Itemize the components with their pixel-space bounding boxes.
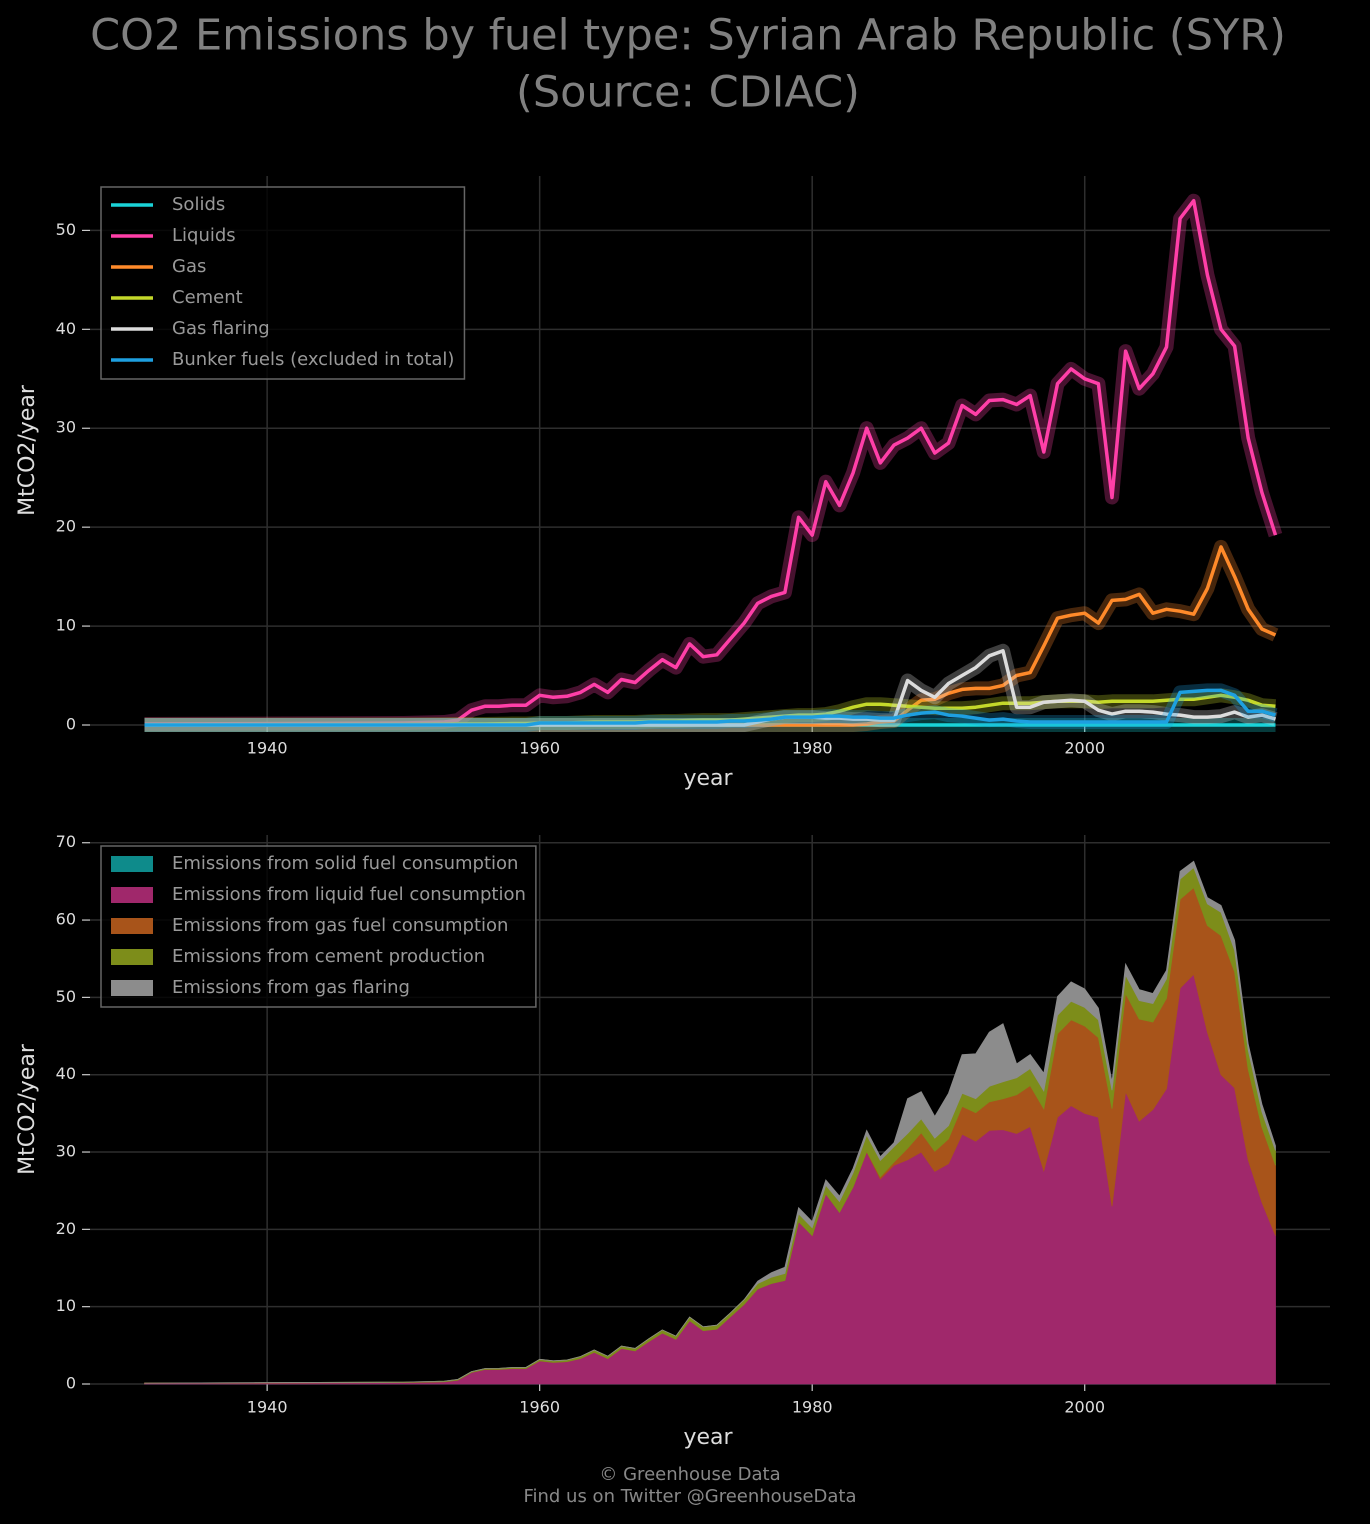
- legend-label: Solids: [172, 194, 225, 215]
- y-tick-label: 30: [56, 418, 76, 437]
- legend-label: Gas flaring: [172, 318, 270, 339]
- x-tick-label: 1960: [519, 1398, 560, 1417]
- legend-label: Emissions from solid fuel consumption: [172, 853, 518, 874]
- y-tick-label: 60: [56, 910, 76, 929]
- title: CO2 Emissions by fuel type: Syrian Arab …: [90, 11, 1286, 61]
- y-tick-label: 40: [56, 1064, 76, 1083]
- y-tick-label: 0: [66, 1374, 76, 1393]
- legend-label: Bunker fuels (excluded in total): [172, 349, 454, 370]
- x-tick-label: 1980: [792, 1398, 833, 1417]
- y-tick-label: 50: [56, 220, 76, 239]
- footer: Find us on Twitter @GreenhouseData: [523, 1486, 856, 1507]
- legend-label: Emissions from gas fuel consumption: [172, 915, 508, 936]
- x-tick-label: 1940: [247, 739, 288, 758]
- y-tick-label: 10: [56, 616, 76, 635]
- footer: © Greenhouse Data: [599, 1464, 780, 1485]
- legend-swatch: [111, 918, 153, 934]
- y-tick-label: 10: [56, 1296, 76, 1315]
- x-tick-label: 2000: [1064, 739, 1105, 758]
- x-axis-label: year: [683, 766, 733, 791]
- y-tick-label: 0: [66, 715, 76, 734]
- y-tick-label: 50: [56, 987, 76, 1006]
- y-tick-label: 20: [56, 517, 76, 536]
- line: [144, 688, 1276, 727]
- legend-swatch: [111, 856, 153, 872]
- legend-swatch: [111, 949, 153, 965]
- legend-frame: [100, 845, 537, 1008]
- legend-label: Liquids: [172, 225, 236, 246]
- x-tick-label: 1980: [792, 739, 833, 758]
- legend-label: Gas: [172, 256, 206, 277]
- legend-swatch: [111, 887, 153, 903]
- legend: Emissions from solid fuel consumption Emi…: [100, 845, 537, 1008]
- x-tick-label: 2000: [1064, 1398, 1105, 1417]
- y-axis-label: MtCO2/year: [15, 1043, 40, 1175]
- y-tick-label: 20: [56, 1219, 76, 1238]
- line: [144, 649, 1276, 727]
- legend-label: Emissions from gas flaring: [172, 977, 410, 998]
- area: [144, 860, 1276, 1384]
- axes: 0 10 20 30 40 50 1940 1960 1980 2000 year MtCO2/yea…: [15, 176, 1330, 791]
- line: [144, 198, 1278, 726]
- y-tick-label: 30: [56, 1142, 76, 1161]
- subtitle: (Source: CDIAC): [516, 68, 860, 118]
- x-tick-label: 1940: [247, 1398, 288, 1417]
- legend-label: Emissions from cement production: [172, 946, 485, 967]
- legend-swatch: [111, 980, 153, 996]
- y-axis-label: MtCO2/year: [15, 384, 40, 516]
- x-axis-label: year: [683, 1425, 733, 1450]
- legend-label: Emissions from liquid fuel consumption: [172, 884, 526, 905]
- y-tick-label: 70: [56, 832, 76, 851]
- y-tick-label: 40: [56, 319, 76, 338]
- legend-label: Cement: [172, 287, 243, 308]
- x-tick-label: 1960: [519, 739, 560, 758]
- legend: Solids Liquids Gas Cement Gas flaring Bunker …: [100, 186, 466, 380]
- legend-frame: [100, 186, 466, 380]
